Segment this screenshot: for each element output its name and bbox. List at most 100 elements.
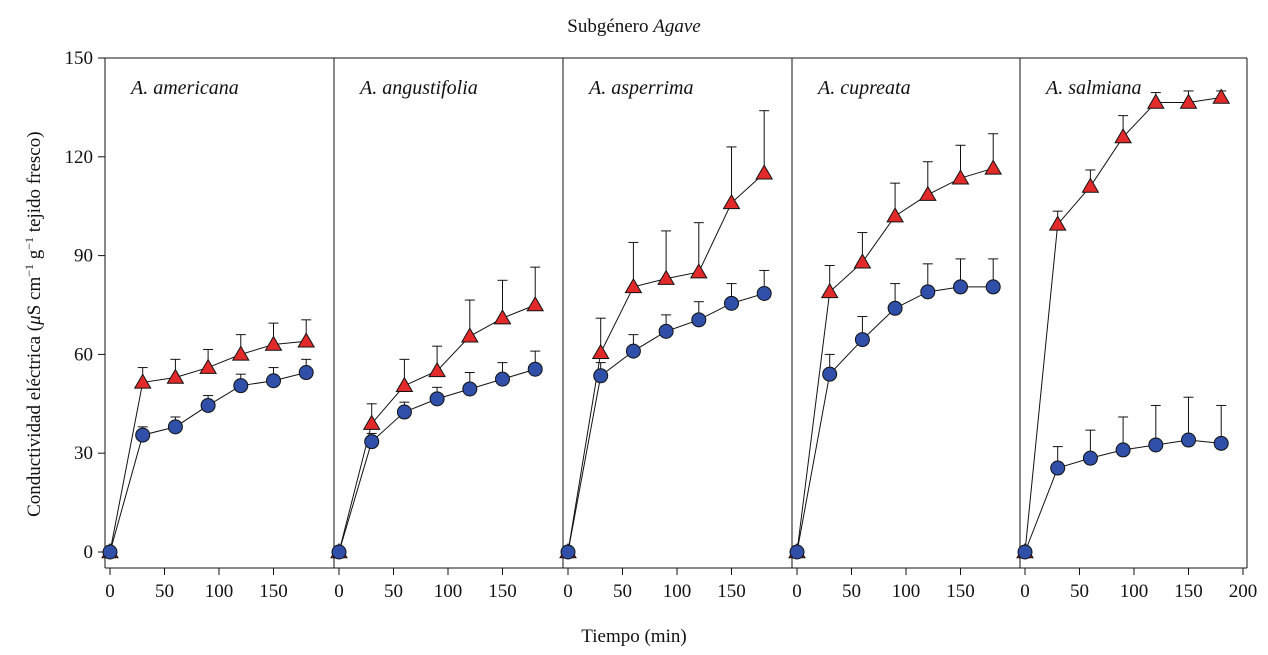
data-point-circle: [691, 312, 707, 328]
x-tick-label: 150: [946, 581, 975, 602]
x-axis-label: Tiempo (min): [581, 626, 687, 647]
data-point-triangle: [264, 335, 283, 351]
series-line: [796, 286, 994, 553]
y-tick-label: 150: [65, 48, 94, 69]
y-tick-label: 90: [74, 246, 93, 267]
data-point-triangle: [1048, 215, 1067, 231]
x-tick-label: 100: [434, 581, 463, 602]
data-point-circle: [1082, 450, 1098, 466]
data-point-circle: [625, 343, 641, 359]
panel-label: A. salmiana: [1044, 77, 1142, 99]
data-point-circle: [887, 300, 903, 316]
data-point-circle: [364, 434, 380, 450]
data-point-triangle: [951, 169, 970, 185]
triangle-series: [330, 266, 545, 559]
y-tick-label: 30: [74, 443, 93, 464]
panel-2: A. angustifolia: [330, 77, 545, 560]
x-tick-label: 50: [842, 581, 861, 602]
data-point-triangle: [428, 361, 446, 378]
data-point-triangle: [1114, 128, 1132, 144]
plot-frame: [104, 57, 1248, 569]
data-point-circle: [593, 368, 609, 384]
circle-series: [102, 358, 314, 560]
circle-series: [560, 269, 772, 560]
chart-title: Subgénero Agave: [0, 16, 1268, 38]
panel-label: A. cupreata: [816, 77, 911, 99]
x-tick-label: 100: [1120, 581, 1149, 602]
y-axis-label-part-1: Conductividad eléctrica (: [24, 324, 46, 517]
data-point-circle: [200, 397, 216, 413]
x-tick-label: 0: [792, 581, 802, 602]
data-point-triangle: [362, 414, 381, 430]
circle-series: [1017, 396, 1229, 560]
data-point-circle: [233, 378, 249, 394]
panels: A. americana A. angustifolia A. asperrima A…: [101, 77, 1231, 560]
data-point-circle: [1181, 432, 1196, 448]
data-point-circle: [495, 371, 510, 387]
triangle-series: [788, 133, 1003, 559]
panel-5: A. salmiana: [1016, 77, 1231, 560]
panel-label: A. americana: [129, 77, 239, 99]
series-line: [1024, 97, 1222, 553]
x-tick-label: 0: [1020, 581, 1030, 602]
x-tick-label: 100: [663, 581, 692, 602]
data-point-triangle: [395, 376, 414, 392]
data-point-triangle: [820, 282, 839, 299]
x-tick-label: 50: [1070, 581, 1089, 602]
data-point-circle: [854, 332, 870, 348]
data-point-triangle: [624, 277, 643, 294]
data-point-triangle: [984, 159, 1003, 175]
triangle-series: [1016, 88, 1231, 559]
x-tick-label: 150: [259, 581, 288, 602]
circle-series: [331, 350, 543, 560]
data-point-circle: [1213, 435, 1229, 451]
data-point-circle: [266, 373, 281, 389]
data-point-triangle: [133, 373, 152, 389]
series-line: [796, 167, 994, 553]
data-point-circle: [331, 544, 347, 560]
panel-label: A. asperrima: [587, 77, 693, 99]
y-axis-label-part-5: g: [24, 249, 46, 264]
data-point-triangle: [918, 185, 937, 201]
data-point-triangle: [1179, 93, 1198, 109]
data-point-circle: [658, 323, 674, 339]
data-point-triangle: [1081, 177, 1100, 193]
y-axis-label-part-7: tejido fresco): [24, 131, 46, 237]
data-point-circle: [985, 279, 1001, 295]
data-point-triangle: [1212, 88, 1231, 104]
x-tick-label: 150: [717, 581, 746, 602]
data-point-triangle: [1146, 93, 1165, 109]
x-tick-label: 150: [488, 581, 517, 602]
x-tick-label: 0: [563, 581, 573, 602]
data-point-circle: [429, 391, 445, 407]
data-point-triangle: [493, 309, 512, 325]
data-point-circle: [920, 284, 936, 300]
data-point-triangle: [297, 332, 316, 348]
data-point-circle: [1017, 544, 1033, 560]
data-point-triangle: [199, 358, 217, 374]
x-tick-label: 100: [892, 581, 921, 602]
panel-label: A. angustifolia: [358, 77, 478, 99]
x-tick-label: 150: [1174, 581, 1203, 602]
circle-series: [789, 258, 1001, 560]
data-point-triangle: [460, 327, 479, 343]
panel-3: A. asperrima: [559, 77, 774, 560]
data-point-circle: [724, 295, 739, 311]
chart-title-prefix: Subgénero: [567, 16, 654, 37]
y-tick-label: 60: [74, 344, 93, 365]
data-point-triangle: [166, 368, 185, 384]
data-point-circle: [1050, 460, 1066, 476]
data-point-circle: [102, 544, 118, 560]
data-point-circle: [822, 366, 838, 382]
data-point-circle: [462, 381, 478, 397]
triangle-series: [101, 319, 316, 559]
data-point-circle: [756, 285, 772, 301]
data-point-triangle: [722, 193, 741, 210]
data-point-triangle: [886, 207, 904, 223]
x-tick-label: 50: [613, 581, 632, 602]
y-tick-label: 0: [84, 542, 94, 563]
data-point-triangle: [657, 269, 675, 285]
chart-title-italic: Agave: [653, 16, 701, 37]
x-tick-label: 50: [155, 581, 174, 602]
